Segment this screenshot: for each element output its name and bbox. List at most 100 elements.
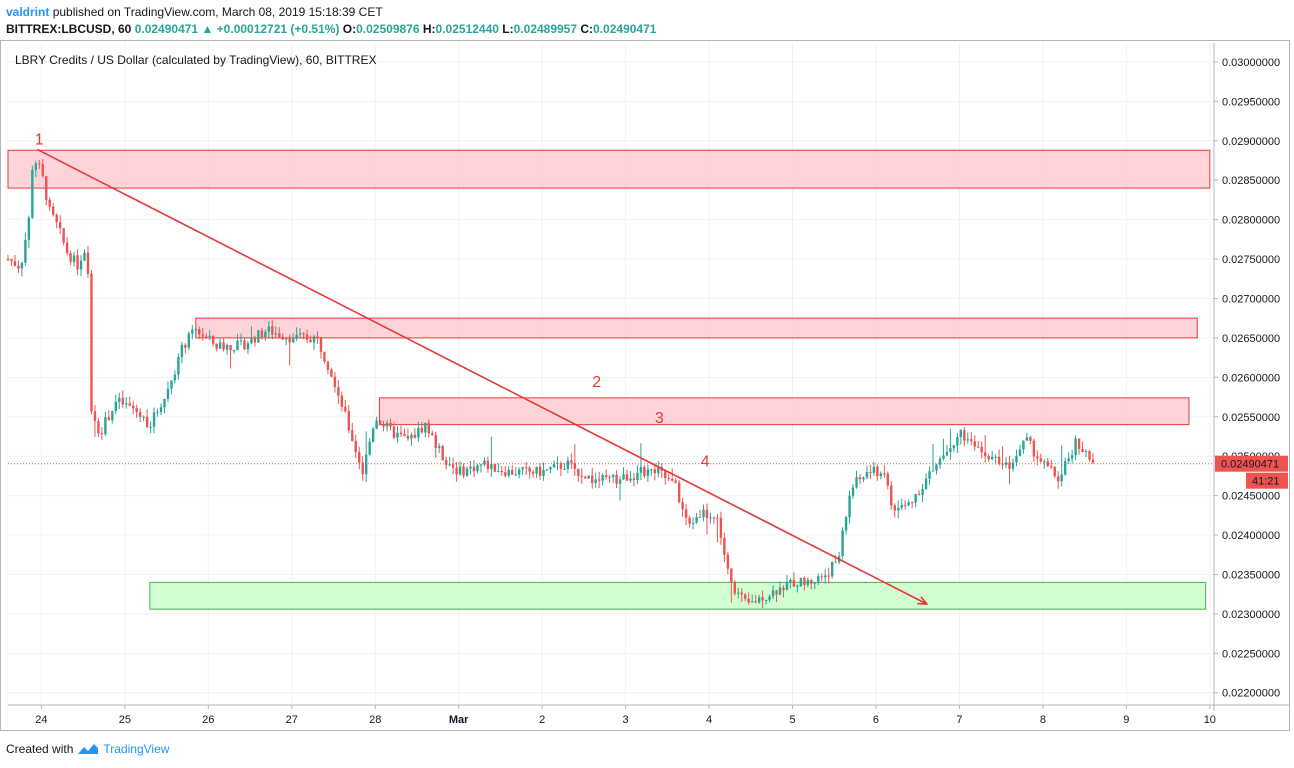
annotation-label-2: 2 bbox=[592, 374, 601, 391]
symbol-label: BITTREX:LBCUSD, 60 bbox=[6, 22, 132, 36]
candle-body bbox=[62, 228, 65, 243]
candle-body bbox=[709, 517, 712, 519]
tradingview-brand[interactable]: TradingView bbox=[103, 742, 170, 756]
x-tick-label: 9 bbox=[1123, 714, 1129, 726]
x-tick-label: 2 bbox=[539, 714, 545, 726]
x-tick-label: 26 bbox=[202, 714, 214, 726]
low-value: 0.02489957 bbox=[513, 22, 578, 36]
candle-body bbox=[1036, 456, 1039, 459]
candle-body bbox=[917, 494, 921, 496]
candle-body bbox=[535, 466, 538, 474]
y-tick-label: 0.02700000 bbox=[1222, 293, 1280, 305]
candle-body bbox=[24, 239, 27, 263]
y-tick-label: 0.02600000 bbox=[1222, 372, 1280, 384]
candle-body bbox=[869, 471, 872, 473]
candle-body bbox=[486, 460, 490, 470]
candle-body bbox=[973, 441, 976, 447]
last-price-tag-text: 0.02490471 bbox=[1221, 459, 1279, 471]
candle-body bbox=[827, 575, 830, 577]
candle-body bbox=[166, 388, 170, 399]
x-tick-label: 25 bbox=[119, 714, 131, 726]
candle-body bbox=[114, 401, 118, 412]
candle-body bbox=[897, 507, 900, 511]
candle-body bbox=[712, 517, 716, 519]
candle-body bbox=[883, 473, 886, 475]
candle-body bbox=[288, 338, 291, 343]
candle-body bbox=[1011, 462, 1015, 469]
candle-body bbox=[893, 505, 896, 511]
candle-body bbox=[257, 330, 260, 343]
candle-body bbox=[260, 330, 264, 337]
candle-body bbox=[761, 597, 764, 601]
candle-body bbox=[914, 494, 917, 503]
candle-body bbox=[803, 577, 806, 585]
candle-body bbox=[497, 470, 500, 472]
candle-body bbox=[677, 482, 681, 503]
resistance-zone-1 bbox=[7, 149, 1211, 189]
candle-body bbox=[38, 163, 41, 165]
candle-body bbox=[702, 509, 705, 518]
candle-body bbox=[323, 351, 326, 362]
candle-body bbox=[500, 470, 504, 473]
candle-body bbox=[302, 333, 305, 335]
candle-body bbox=[451, 464, 455, 468]
candle-body bbox=[490, 463, 493, 470]
candle-body bbox=[1022, 440, 1025, 450]
annotation-layer: 1 2 3 4 bbox=[8, 132, 1214, 604]
y-tick-label: 0.02450000 bbox=[1222, 491, 1280, 503]
candle-body bbox=[782, 587, 785, 591]
candle-body bbox=[232, 350, 236, 352]
candle-body bbox=[291, 338, 295, 343]
candle-body bbox=[52, 206, 55, 215]
publish-info: valdrint published on TradingView.com, M… bbox=[6, 5, 383, 19]
candle-body bbox=[757, 597, 761, 603]
candle-body bbox=[799, 577, 803, 586]
candle-body bbox=[931, 470, 935, 472]
candle-body bbox=[858, 477, 862, 480]
candle-body bbox=[681, 502, 684, 510]
candle-body bbox=[396, 432, 399, 438]
candle-body bbox=[1018, 449, 1022, 456]
candle-body bbox=[413, 434, 417, 438]
candle-body bbox=[977, 446, 980, 448]
candle-body bbox=[434, 434, 437, 448]
candle-body bbox=[142, 416, 145, 418]
candle-body bbox=[764, 599, 768, 601]
candle-body bbox=[378, 420, 382, 425]
candle-body bbox=[997, 456, 1001, 464]
candle-body bbox=[597, 479, 601, 481]
candle-body bbox=[1015, 455, 1018, 463]
candle-body bbox=[570, 460, 573, 463]
candle-body bbox=[521, 467, 524, 470]
candle-body bbox=[559, 463, 563, 470]
candle-body bbox=[792, 579, 796, 587]
candle-body bbox=[271, 326, 274, 335]
resistance-zone-2 bbox=[195, 317, 1198, 339]
candle-body bbox=[458, 466, 462, 475]
author-name[interactable]: valdrint bbox=[6, 5, 50, 19]
symbol-info: BITTREX:LBCUSD, 60 0.02490471 ▲ +0.00012… bbox=[6, 22, 656, 36]
candle-body bbox=[625, 474, 629, 481]
candle-body bbox=[608, 476, 611, 478]
y-tick-label: 0.02300000 bbox=[1222, 609, 1280, 621]
candle-body bbox=[27, 217, 31, 240]
candle-body bbox=[246, 343, 250, 350]
candle-body bbox=[879, 473, 883, 477]
candle-body bbox=[250, 337, 253, 344]
last-price-value: 0.02490471 bbox=[134, 22, 199, 36]
candle-body bbox=[970, 439, 973, 442]
candle-body bbox=[351, 430, 354, 442]
candle-body bbox=[236, 340, 239, 351]
candle-body bbox=[980, 446, 983, 453]
candle-body bbox=[149, 426, 152, 428]
candle-body bbox=[479, 464, 483, 466]
x-tick-label: 10 bbox=[1204, 714, 1216, 726]
candle-body bbox=[278, 333, 281, 338]
candle-body bbox=[427, 422, 430, 434]
candle-body bbox=[910, 502, 914, 504]
candle-body bbox=[563, 468, 566, 470]
candle-body bbox=[966, 439, 969, 441]
price-chart[interactable]: 1 2 3 4 LBRY Credits / US Dollar (calculate… bbox=[0, 0, 1294, 740]
chart-frame bbox=[0, 40, 1290, 731]
candle-body bbox=[58, 222, 62, 229]
